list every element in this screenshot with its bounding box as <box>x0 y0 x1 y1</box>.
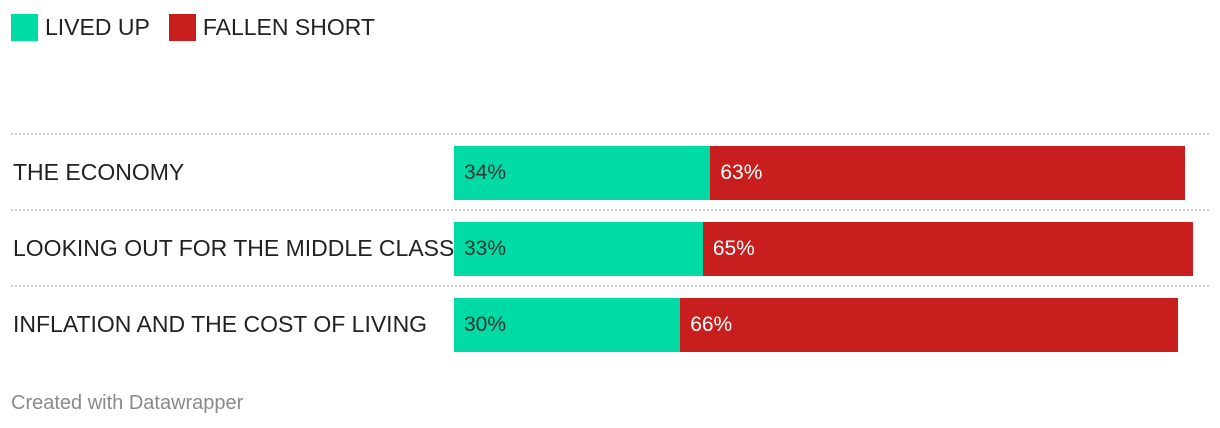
legend-swatch-lived-up <box>11 14 38 41</box>
bar-segment-lived-up: 30% <box>454 298 681 352</box>
bar-track: 33% 65% <box>454 222 1208 276</box>
footer-credit: Created with Datawrapper <box>11 392 244 414</box>
bar-row: THE ECONOMY 34% 63% <box>11 133 1209 209</box>
bar-segment-lived-up: 33% <box>454 222 703 276</box>
data-label: 63% <box>720 161 763 184</box>
data-label: 34% <box>464 161 507 184</box>
chart-legend: LIVED UP FALLEN SHORT <box>11 14 394 41</box>
bar-track: 34% 63% <box>454 146 1208 200</box>
category-label: THE ECONOMY <box>13 159 185 185</box>
bar-track: 30% 66% <box>454 298 1208 352</box>
data-label: 65% <box>712 237 755 260</box>
legend-item-fallen-short: FALLEN SHORT <box>168 14 375 41</box>
legend-label-lived-up: LIVED UP <box>45 14 150 40</box>
bar-segment-fallen-short: 63% <box>710 146 1186 200</box>
category-label: LOOKING OUT FOR THE MIDDLE CLASS <box>13 235 455 261</box>
category-label: INFLATION AND THE COST OF LIVING <box>13 311 428 337</box>
bar-segment-fallen-short: 66% <box>680 298 1178 352</box>
bar-row: LOOKING OUT FOR THE MIDDLE CLASS 33% 65% <box>11 209 1209 285</box>
legend-item-lived-up: LIVED UP <box>11 14 150 41</box>
bar-segment-fallen-short: 65% <box>702 222 1193 276</box>
legend-swatch-fallen-short <box>168 14 196 41</box>
data-label: 33% <box>464 237 507 260</box>
data-label: 66% <box>690 313 733 336</box>
bar-row: INFLATION AND THE COST OF LIVING 30% 66% <box>11 285 1209 361</box>
bar-segment-lived-up: 34% <box>454 146 711 200</box>
legend-label-fallen-short: FALLEN SHORT <box>202 14 375 40</box>
stacked-bar-chart: THE ECONOMY 34% 63% LOOKING OUT FOR THE MID… <box>11 133 1209 361</box>
data-label: 30% <box>464 313 507 336</box>
